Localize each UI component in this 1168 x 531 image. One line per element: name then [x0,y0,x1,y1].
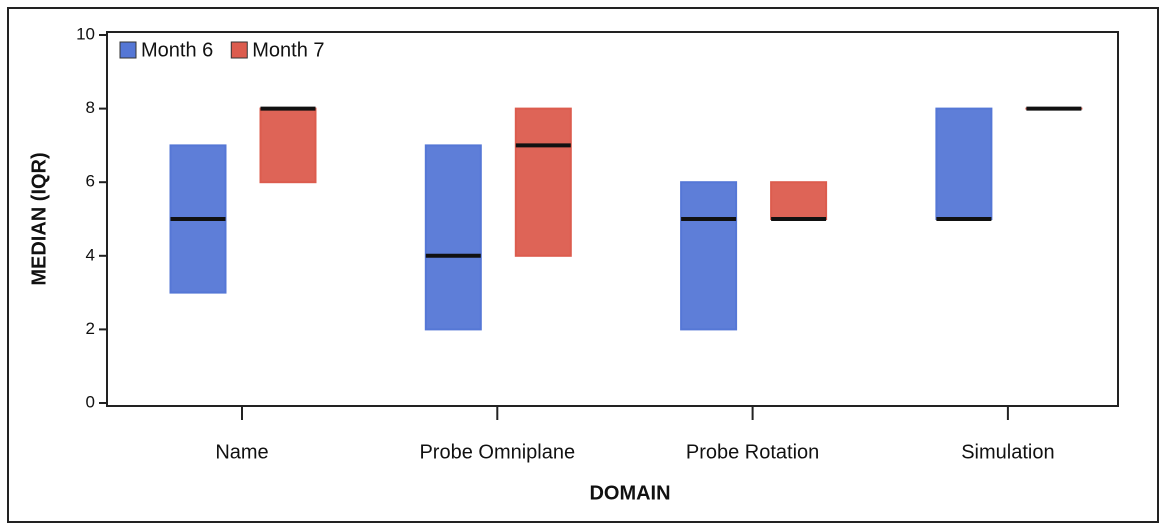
y-tick-label: 0 [86,392,95,411]
y-tick-label: 4 [86,245,95,264]
y-axis-title: MEDIAN (IQR) [28,152,50,285]
x-tick-label: Simulation [961,441,1054,463]
x-axis-title: DOMAIN [589,482,670,504]
x-tick-label: Probe Rotation [686,441,819,463]
box [424,144,482,331]
y-tick-label: 10 [76,24,95,43]
legend-swatch [230,41,248,59]
plot-frame [106,31,1119,407]
box [770,181,828,220]
x-tick-label: Name [215,441,268,463]
box [259,107,317,184]
y-tick-label: 2 [86,319,95,338]
legend-swatch [119,41,137,59]
box [680,181,738,331]
x-tick-label: Probe Omniplane [419,441,575,463]
legend-label: Month 7 [252,39,324,61]
y-tick-label: 8 [86,98,95,117]
legend-label: Month 6 [141,39,213,61]
box [514,107,572,257]
outer-frame [7,7,1159,523]
y-tick-label: 6 [86,172,95,191]
box [935,107,993,220]
